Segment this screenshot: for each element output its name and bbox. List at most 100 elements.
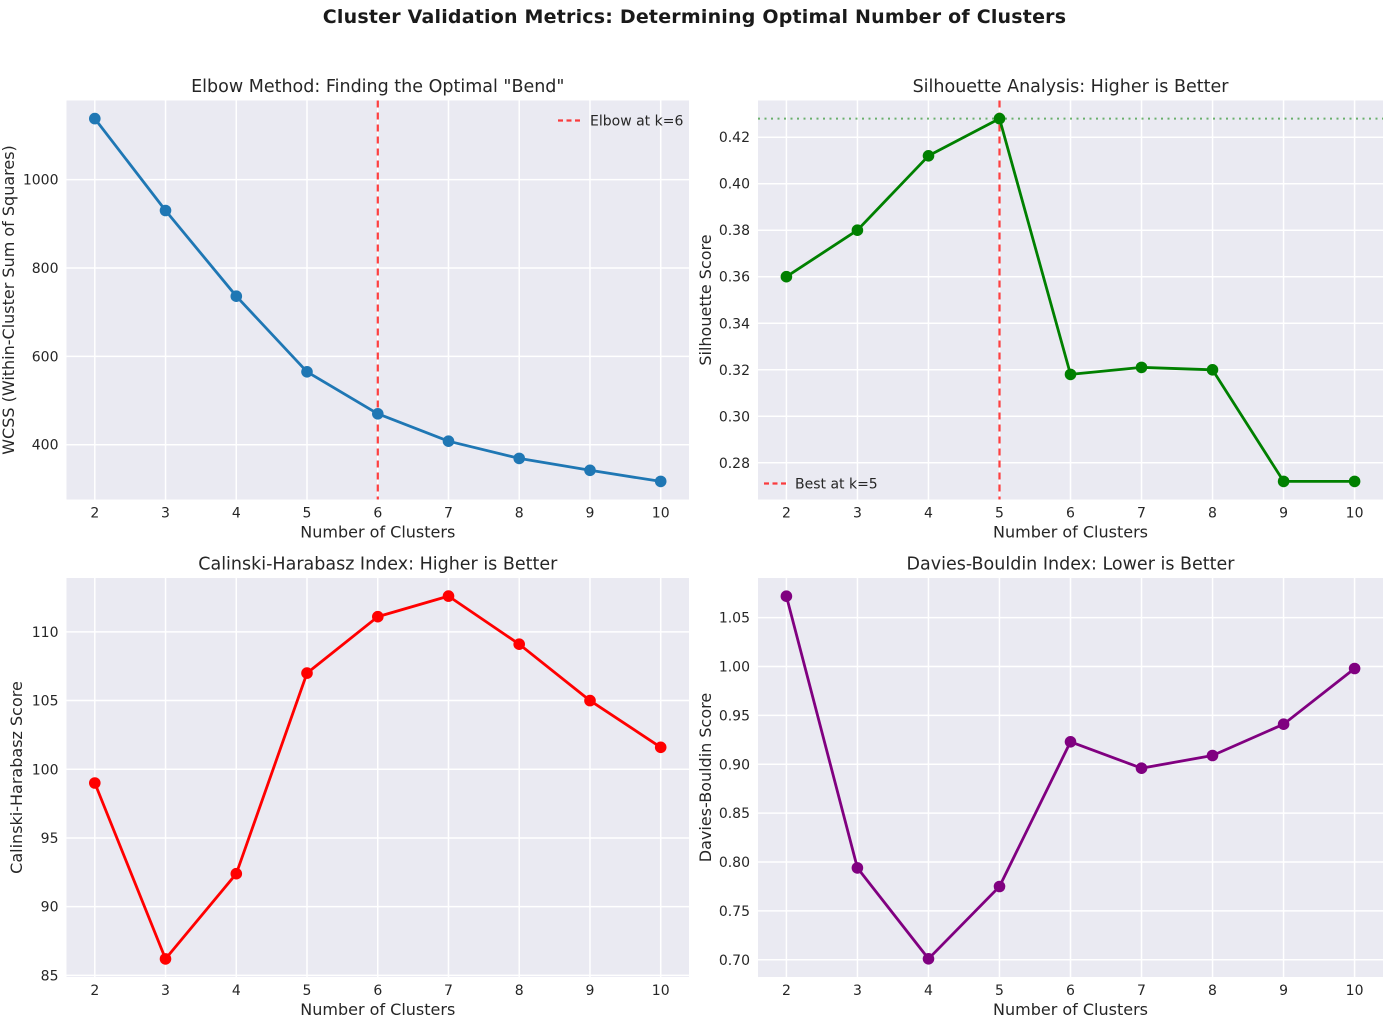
y-tick-label: 0.40 [719, 177, 750, 193]
y-tick-label: 0.85 [719, 806, 750, 822]
x-tick-label: 9 [586, 983, 595, 999]
data-point [442, 590, 455, 602]
legend: Best at k=5 [764, 477, 878, 493]
data-point [89, 112, 101, 125]
data-point [372, 610, 384, 623]
x-tick-label: 10 [1346, 983, 1364, 999]
x-axis-label: Number of Clusters [300, 1000, 455, 1019]
y-tick-label: 1000 [23, 173, 59, 189]
y-tick-label: 105 [32, 694, 59, 710]
chart-title: Davies-Bouldin Index: Lower is Better [907, 555, 1236, 575]
x-tick-label: 8 [1208, 506, 1217, 522]
data-point [513, 638, 525, 650]
x-tick-label: 10 [652, 506, 670, 522]
x-tick-label: 2 [90, 983, 99, 999]
figure-title: Cluster Validation Metrics: Determining … [322, 6, 1067, 28]
y-tick-label: 110 [32, 625, 59, 641]
x-axis-label: Number of Clusters [993, 523, 1148, 542]
y-tick-label: 0.36 [719, 270, 750, 286]
data-point [372, 408, 384, 420]
y-axis-label: Calinski-Harabasz Score [7, 681, 26, 874]
x-tick-label: 9 [1279, 506, 1288, 522]
x-tick-label: 8 [515, 506, 524, 522]
data-point [1206, 749, 1219, 762]
x-axis-label: Number of Clusters [300, 523, 455, 542]
data-point [993, 112, 1006, 125]
chart-calinski-harabasz: 2 3 4 5 6 7 8 9 10 85 90 95 100 105 110 Calinski-Haraba… [7, 555, 689, 1019]
x-tick-label: 10 [1346, 506, 1364, 522]
data-point [922, 150, 935, 162]
data-point [230, 290, 243, 303]
x-tick-label: 6 [373, 983, 382, 999]
x-tick-label: 9 [1279, 983, 1288, 999]
y-axis-label: WCSS (Within-Cluster Sum of Squares) [0, 145, 18, 455]
x-tick-label: 7 [444, 506, 453, 522]
data-point [89, 777, 101, 789]
data-point [1064, 368, 1077, 381]
chart-elbow: 2 3 4 5 6 7 8 9 10 400 600 800 1000 Elbow Method: Fin… [0, 77, 689, 542]
y-tick-label: 0.80 [719, 855, 750, 871]
chart-title: Elbow Method: Finding the Optimal "Bend" [191, 77, 564, 97]
x-tick-label: 3 [853, 506, 862, 522]
y-axis-label: Davies-Bouldin Score [696, 693, 715, 862]
x-tick-label: 5 [303, 983, 312, 999]
x-tick-label: 4 [232, 506, 241, 522]
y-tick-label: 0.32 [719, 363, 750, 379]
legend-label: Elbow at k=6 [590, 114, 683, 130]
data-point [1135, 361, 1148, 374]
x-tick-label: 6 [373, 506, 382, 522]
x-tick-label: 6 [1066, 983, 1075, 999]
data-point [1277, 718, 1290, 730]
x-tick-label: 5 [303, 506, 312, 522]
x-tick-label: 6 [1066, 506, 1075, 522]
chart-title: Silhouette Analysis: Higher is Better [913, 77, 1230, 97]
y-tick-label: 0.70 [719, 953, 750, 969]
x-tick-label: 3 [853, 983, 862, 999]
x-tick-label: 4 [924, 506, 933, 522]
data-point [851, 224, 864, 236]
data-point [1064, 736, 1077, 748]
data-point [513, 452, 525, 465]
data-point [1206, 364, 1219, 376]
data-point [230, 867, 243, 880]
x-tick-label: 7 [1137, 983, 1146, 999]
data-point [654, 741, 667, 754]
data-point [301, 366, 313, 378]
data-point [654, 475, 667, 488]
y-tick-label: 0.34 [719, 316, 750, 332]
x-tick-label: 10 [652, 983, 670, 999]
x-tick-label: 8 [1208, 983, 1217, 999]
y-tick-label: 0.75 [719, 904, 750, 920]
y-tick-label: 0.30 [719, 409, 750, 425]
data-point [584, 694, 596, 707]
y-tick-label: 95 [41, 831, 59, 847]
data-point [301, 667, 313, 679]
y-tick-label: 100 [32, 762, 59, 778]
data-point [159, 204, 172, 217]
data-point [780, 590, 793, 602]
y-tick-label: 600 [32, 349, 59, 365]
y-axis-label: Silhouette Score [696, 234, 715, 365]
y-tick-label: 0.90 [719, 757, 750, 773]
data-point [442, 435, 455, 448]
y-tick-label: 85 [41, 968, 59, 984]
y-tick-label: 1.05 [719, 611, 750, 627]
y-tick-label: 90 [41, 900, 59, 916]
chart-silhouette: 2 3 4 5 6 7 8 9 10 0.28 0.30 0.32 0.34 0.36 0.38 0.40 0.… [696, 77, 1383, 542]
x-tick-label: 7 [444, 983, 453, 999]
data-point [1348, 662, 1361, 675]
data-point [584, 464, 596, 477]
x-tick-label: 5 [995, 506, 1004, 522]
x-tick-label: 9 [586, 506, 595, 522]
y-tick-label: 1.00 [719, 660, 750, 676]
y-tick-label: 400 [32, 438, 59, 454]
x-tick-label: 4 [924, 983, 933, 999]
data-point [851, 862, 864, 874]
x-tick-label: 3 [161, 983, 170, 999]
data-point [1348, 475, 1361, 488]
data-point [922, 953, 935, 965]
legend-label: Best at k=5 [795, 477, 878, 493]
x-tick-label: 2 [782, 506, 791, 522]
